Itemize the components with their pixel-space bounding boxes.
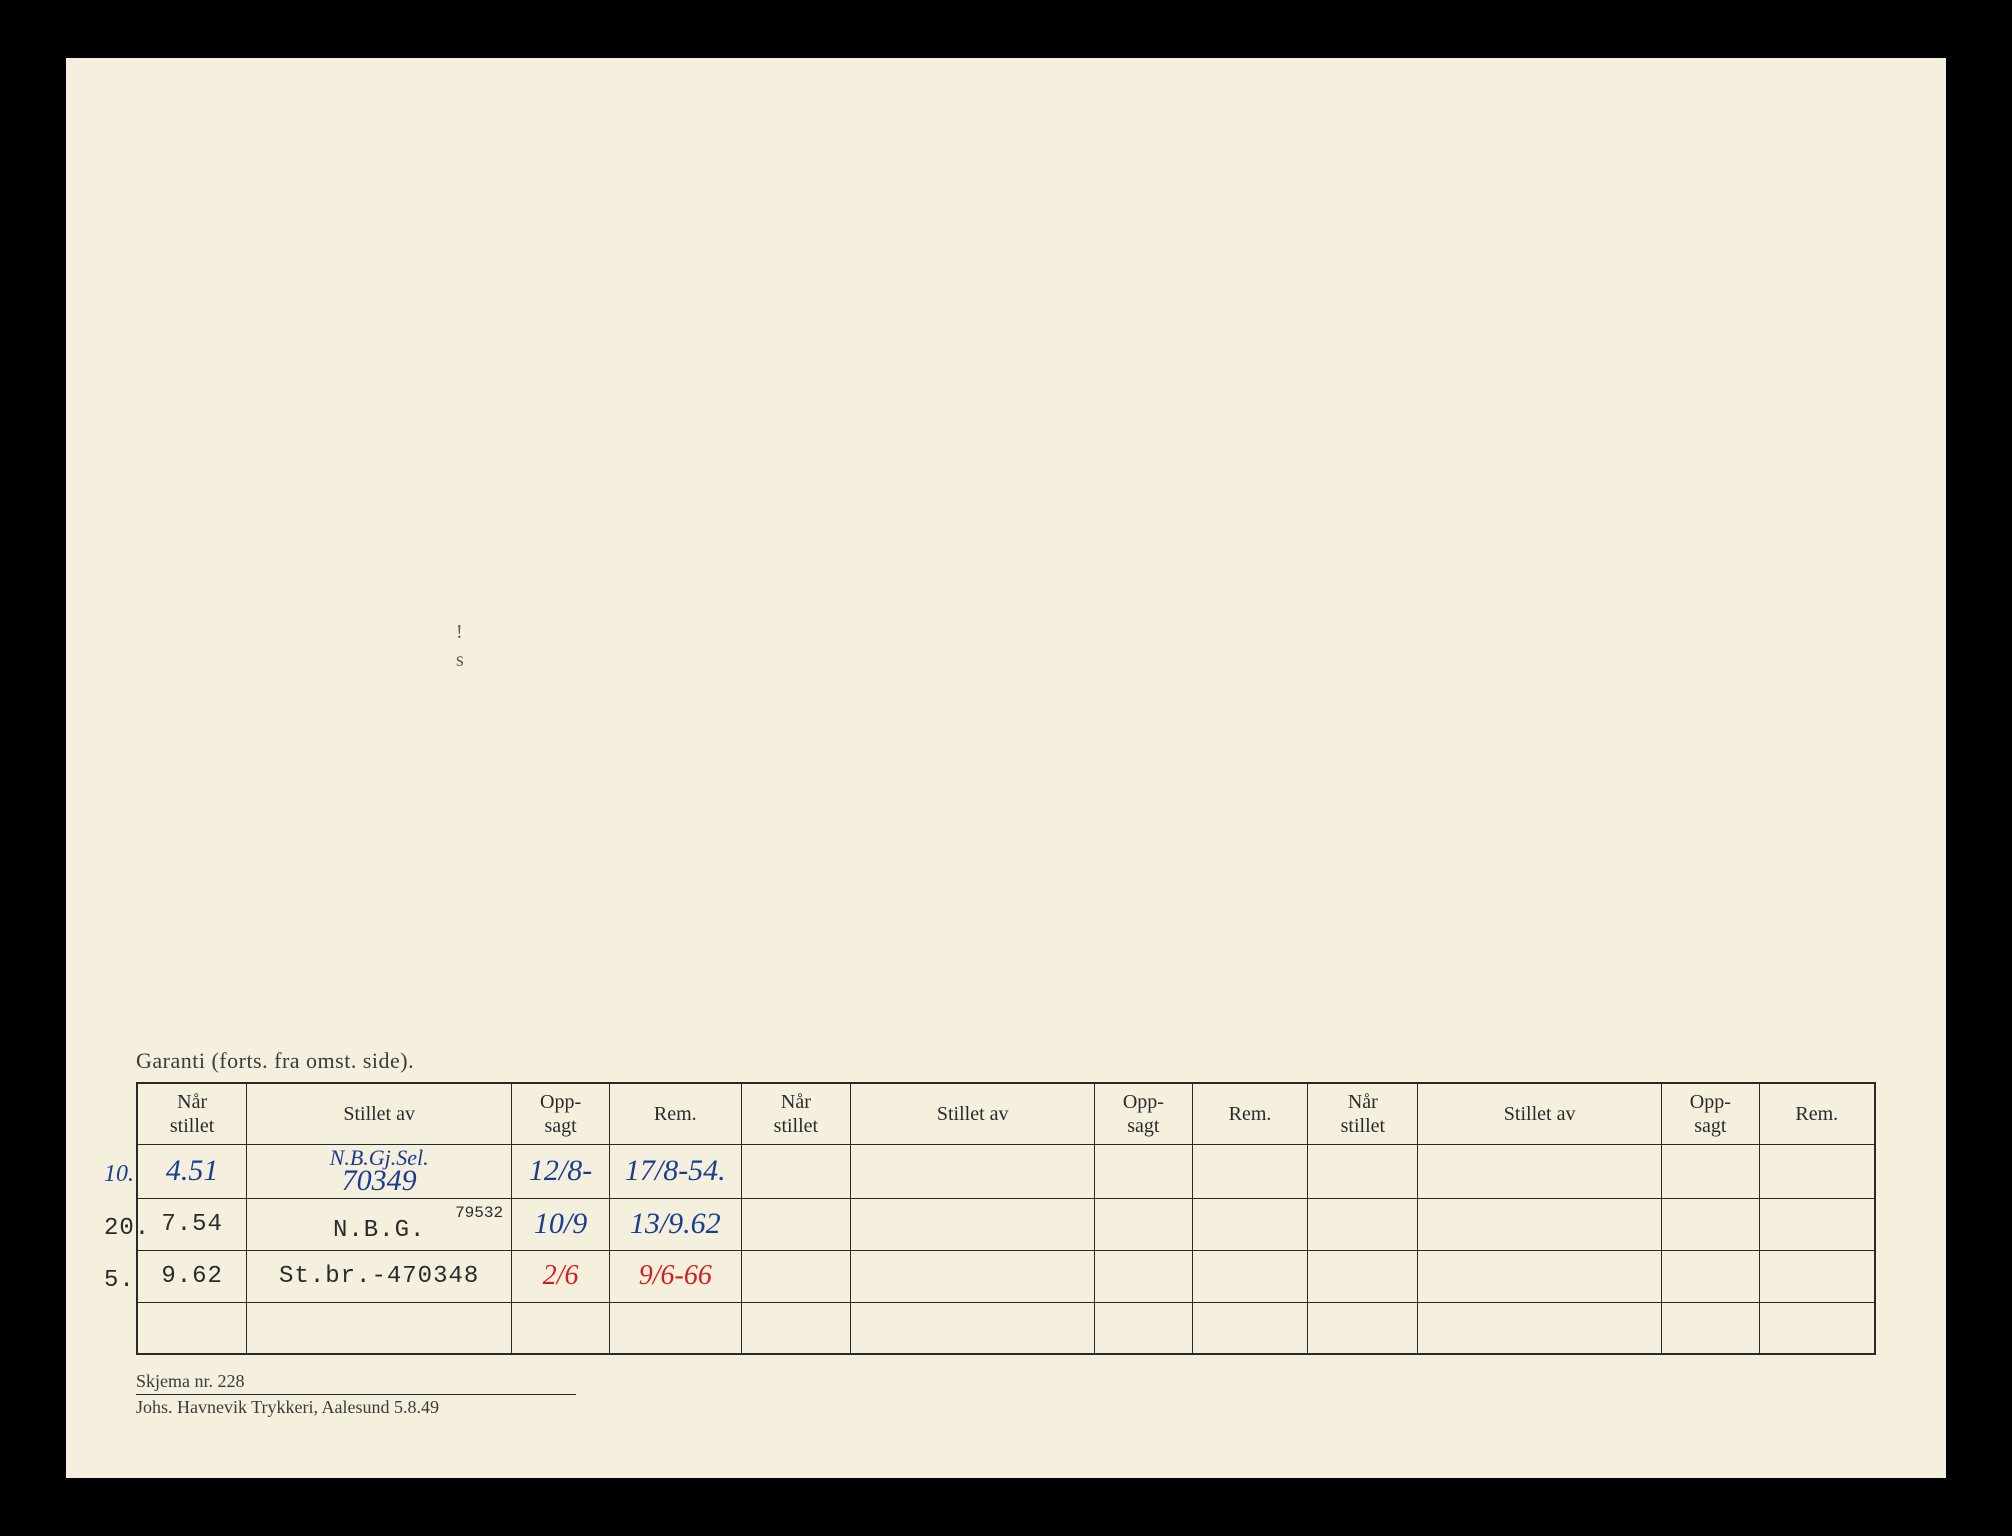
cell-empty bbox=[1759, 1250, 1875, 1302]
cell-empty bbox=[247, 1302, 512, 1354]
header-stillet-av-3: Stillet av bbox=[1418, 1083, 1662, 1145]
cell-empty bbox=[1308, 1145, 1418, 1198]
cell-empty bbox=[741, 1198, 851, 1250]
cell-empty bbox=[1308, 1250, 1418, 1302]
cell-value: 4.51 bbox=[166, 1154, 219, 1188]
header-nar-stillet-3: Nårstillet bbox=[1308, 1083, 1418, 1145]
cell-empty bbox=[1662, 1302, 1760, 1354]
cell-value: N.B.G. bbox=[255, 1221, 503, 1241]
cell-empty bbox=[1095, 1198, 1193, 1250]
cell-empty bbox=[1759, 1198, 1875, 1250]
cell-empty bbox=[851, 1145, 1095, 1198]
table-row bbox=[137, 1302, 1875, 1354]
cell-nar-stillet: 10. 4.51 bbox=[137, 1145, 247, 1198]
row-prefix: 10. bbox=[104, 1161, 134, 1188]
cell-empty bbox=[851, 1302, 1095, 1354]
cell-empty bbox=[1308, 1302, 1418, 1354]
cell-empty bbox=[1662, 1198, 1760, 1250]
cell-empty bbox=[1418, 1302, 1662, 1354]
cell-value: 70349 bbox=[255, 1168, 503, 1194]
table-row: 20. 7.54 79532 N.B.G. 10/9 13/9.62 bbox=[137, 1198, 1875, 1250]
cell-rem: 13/9.62 bbox=[610, 1198, 741, 1250]
cell-empty bbox=[741, 1302, 851, 1354]
cell-empty bbox=[137, 1302, 247, 1354]
cell-empty bbox=[741, 1145, 851, 1198]
cell-value: 9/6-66 bbox=[639, 1260, 712, 1291]
footer: Skjema nr. 228 Johs. Havnevik Trykkeri, … bbox=[136, 1355, 1876, 1418]
cell-opp-sagt: 12/8- bbox=[512, 1145, 610, 1198]
stray-ink-marks: !s bbox=[456, 618, 464, 674]
header-stillet-av-2: Stillet av bbox=[851, 1083, 1095, 1145]
cell-rem: 9/6-66 bbox=[610, 1250, 741, 1302]
cell-opp-sagt: 10/9 bbox=[512, 1198, 610, 1250]
header-rem-2: Rem. bbox=[1192, 1083, 1308, 1145]
cell-empty bbox=[1192, 1198, 1308, 1250]
header-nar-stillet-2: Nårstillet bbox=[741, 1083, 851, 1145]
cell-empty bbox=[1095, 1250, 1193, 1302]
cell-value: 2/6 bbox=[543, 1260, 579, 1291]
cell-value: 10/9 bbox=[534, 1207, 587, 1240]
garanti-table: Nårstillet Stillet av Opp-sagt Rem. Nårs… bbox=[136, 1082, 1876, 1355]
row-prefix: 20. bbox=[104, 1215, 150, 1242]
header-rem-3: Rem. bbox=[1759, 1083, 1875, 1145]
footer-printer: Johs. Havnevik Trykkeri, Aalesund 5.8.49 bbox=[136, 1394, 576, 1418]
header-opp-sagt-3: Opp-sagt bbox=[1662, 1083, 1760, 1145]
cell-rem: 17/8-54. bbox=[610, 1145, 741, 1198]
garanti-heading: Garanti (forts. fra omst. side). bbox=[136, 1048, 1876, 1074]
cell-empty bbox=[1192, 1302, 1308, 1354]
cell-empty bbox=[1759, 1145, 1875, 1198]
content-area: Garanti (forts. fra omst. side). Nårstil… bbox=[136, 1048, 1876, 1418]
cell-empty bbox=[610, 1302, 741, 1354]
table-row: 5. 9.62 St.br.-470348 2/6 9/6-66 bbox=[137, 1250, 1875, 1302]
cell-empty bbox=[851, 1198, 1095, 1250]
cell-empty bbox=[1759, 1302, 1875, 1354]
header-opp-sagt-1: Opp-sagt bbox=[512, 1083, 610, 1145]
footer-skjema: Skjema nr. 228 bbox=[136, 1365, 245, 1392]
cell-empty bbox=[1095, 1145, 1193, 1198]
cell-value: 7.54 bbox=[161, 1211, 223, 1238]
cell-empty bbox=[851, 1250, 1095, 1302]
cell-opp-sagt: 2/6 bbox=[512, 1250, 610, 1302]
cell-stillet-av: N.B.Gj.Sel. 70349 bbox=[247, 1145, 512, 1198]
cell-empty bbox=[1418, 1145, 1662, 1198]
cell-nar-stillet: 20. 7.54 bbox=[137, 1198, 247, 1250]
header-stillet-av-1: Stillet av bbox=[247, 1083, 512, 1145]
cell-empty bbox=[1308, 1198, 1418, 1250]
document-paper: !s Garanti (forts. fra omst. side). Nårs… bbox=[66, 58, 1946, 1478]
cell-value: 17/8-54. bbox=[625, 1154, 726, 1187]
header-nar-stillet-1: Nårstillet bbox=[137, 1083, 247, 1145]
cell-empty bbox=[1192, 1145, 1308, 1198]
header-rem-1: Rem. bbox=[610, 1083, 741, 1145]
cell-value: 13/9.62 bbox=[630, 1207, 721, 1240]
cell-nar-stillet: 5. 9.62 bbox=[137, 1250, 247, 1302]
cell-stillet-av: 79532 N.B.G. bbox=[247, 1198, 512, 1250]
table-header-row: Nårstillet Stillet av Opp-sagt Rem. Nårs… bbox=[137, 1083, 1875, 1145]
cell-empty bbox=[1418, 1198, 1662, 1250]
cell-empty bbox=[1418, 1250, 1662, 1302]
cell-stillet-av: St.br.-470348 bbox=[247, 1250, 512, 1302]
cell-value: St.br.-470348 bbox=[279, 1263, 479, 1290]
header-opp-sagt-2: Opp-sagt bbox=[1095, 1083, 1193, 1145]
cell-empty bbox=[1662, 1250, 1760, 1302]
cell-value: 9.62 bbox=[161, 1263, 223, 1290]
cell-empty bbox=[1192, 1250, 1308, 1302]
cell-empty bbox=[512, 1302, 610, 1354]
cell-value: 12/8- bbox=[529, 1154, 592, 1187]
cell-empty bbox=[1662, 1145, 1760, 1198]
cell-empty bbox=[741, 1250, 851, 1302]
row-prefix: 5. bbox=[104, 1267, 135, 1294]
cell-empty bbox=[1095, 1302, 1193, 1354]
table-row: 10. 4.51 N.B.Gj.Sel. 70349 12/8- 17/8-54… bbox=[137, 1145, 1875, 1198]
